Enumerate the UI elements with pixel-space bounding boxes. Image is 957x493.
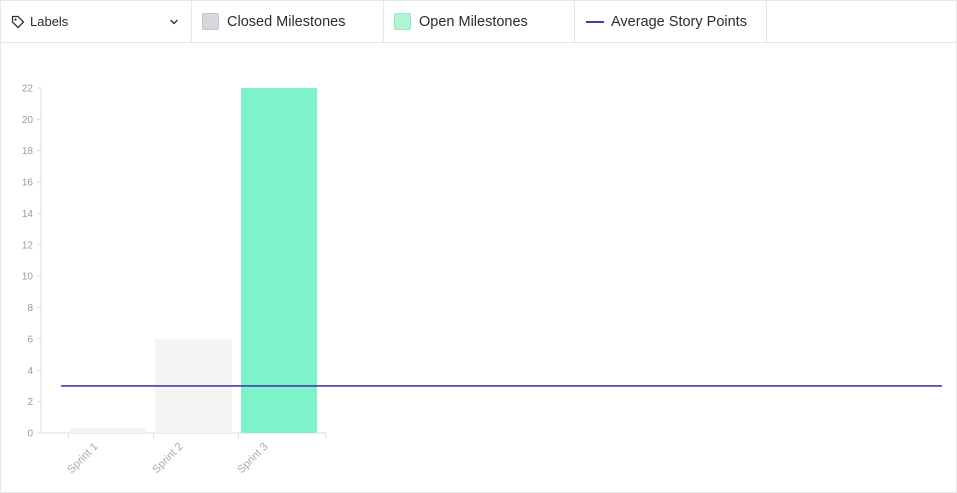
labels-dropdown[interactable]: Labels (1, 1, 192, 42)
y-tick-label: 6 (27, 334, 33, 345)
y-tick-label: 16 (22, 178, 34, 189)
x-tick-label: Sprint 2 (150, 441, 185, 476)
x-tick-label: Sprint 1 (65, 441, 100, 476)
y-tick-label: 22 (22, 84, 34, 95)
y-tick-label: 10 (22, 272, 34, 283)
y-tick-label: 20 (22, 115, 34, 126)
legend-average-story-points[interactable]: Average Story Points (575, 1, 767, 42)
open-swatch (394, 13, 411, 30)
tag-icon (11, 15, 25, 29)
legend-closed-milestones[interactable]: Closed Milestones (192, 1, 384, 42)
legend-average-label: Average Story Points (611, 13, 747, 30)
y-tick-label: 12 (22, 240, 34, 251)
chart-toolbar: Labels Closed Milestones Open Milestones… (1, 1, 956, 43)
average-line-swatch (586, 20, 604, 23)
y-tick-label: 2 (27, 397, 33, 408)
closed-milestones-bar (70, 428, 147, 433)
y-tick-label: 0 (27, 429, 33, 440)
x-tick-label: Sprint 3 (235, 441, 270, 476)
open-milestones-bar (241, 88, 317, 433)
y-tick-label: 18 (22, 146, 34, 157)
chevron-down-icon (169, 15, 179, 25)
y-tick-label: 4 (27, 366, 33, 377)
y-tick-label: 14 (22, 209, 34, 220)
labels-dropdown-label: Labels (30, 14, 69, 29)
closed-swatch (202, 13, 219, 30)
y-tick-label: 8 (27, 303, 33, 314)
legend-open-label: Open Milestones (419, 13, 528, 30)
bar-chart: 0 2 4 6 8 10 12 14 16 18 20 22 Sprint 1 Sprint 2 Sprin… (22, 84, 942, 476)
legend-open-milestones[interactable]: Open Milestones (384, 1, 575, 42)
legend-closed-label: Closed Milestones (227, 13, 346, 30)
